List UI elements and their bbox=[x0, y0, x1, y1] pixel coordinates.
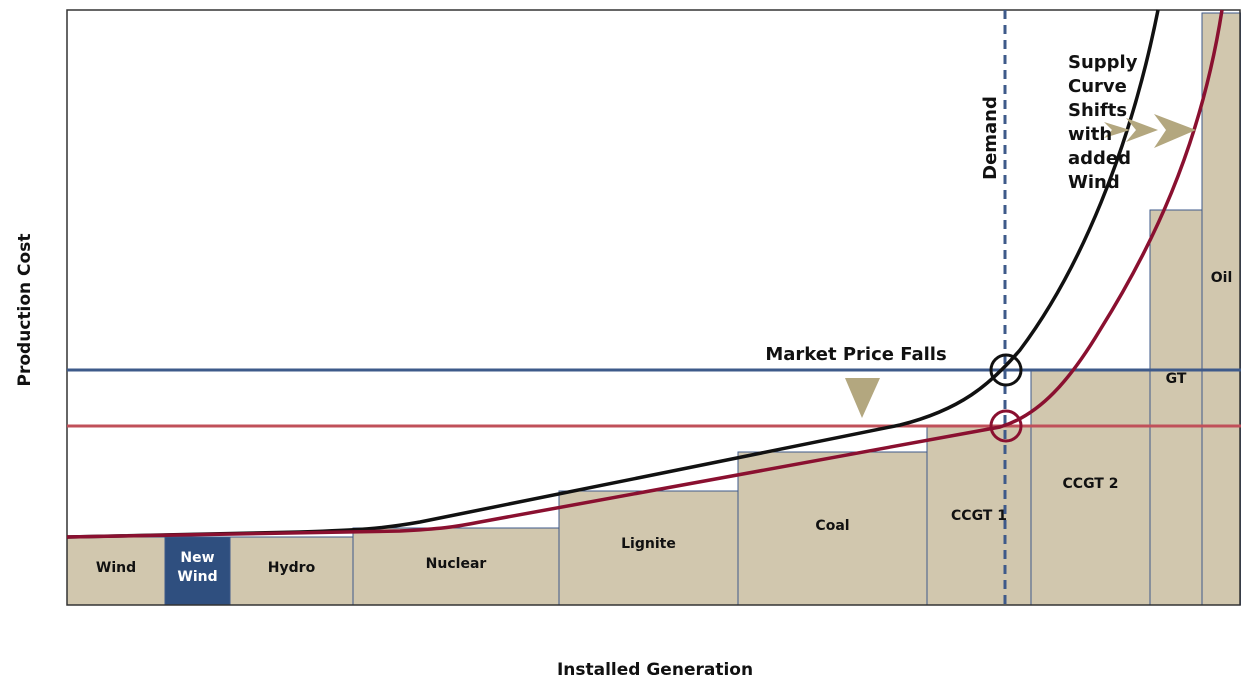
label-line: New bbox=[180, 550, 214, 566]
block-label: Wind bbox=[96, 560, 136, 576]
block bbox=[1201, 12, 1241, 606]
block-label: CCGT 1 bbox=[951, 508, 1007, 524]
block bbox=[229, 536, 354, 606]
block bbox=[1149, 209, 1203, 606]
shift-arrow bbox=[1154, 114, 1196, 148]
block-label: Hydro bbox=[268, 560, 316, 576]
shift-arrow bbox=[1126, 118, 1158, 142]
blocks: Wind New Wind Hydro Nuclear Lignite Coal CCGT 1… bbox=[66, 12, 1241, 606]
supply-curve-new bbox=[66, 9, 1224, 539]
line: Supply bbox=[1068, 52, 1138, 73]
y-axis-label: Production Cost bbox=[15, 234, 35, 387]
line: with bbox=[1068, 124, 1112, 145]
down-arrow bbox=[845, 378, 880, 418]
shift-arrow bbox=[1104, 122, 1130, 138]
new-equilibrium bbox=[989, 409, 1023, 443]
market-price-label: Market Price Falls bbox=[765, 344, 946, 365]
label-line: Wind bbox=[96, 560, 136, 576]
line: added bbox=[1068, 148, 1131, 169]
block-label: Nuclear bbox=[426, 556, 487, 572]
label-line: Nuclear bbox=[426, 556, 487, 572]
label-line: Wind bbox=[177, 569, 217, 585]
label-line: CCGT 1 bbox=[951, 508, 1007, 524]
label-line: CCGT 2 bbox=[1063, 476, 1119, 492]
supply-shift-label: Supply Curve Shifts with added Wind bbox=[1068, 52, 1144, 193]
frame bbox=[66, 9, 1241, 606]
block-label: Lignite bbox=[621, 536, 676, 552]
label-line: Lignite bbox=[621, 536, 676, 552]
block bbox=[164, 536, 231, 606]
demand-label: Demand bbox=[980, 96, 1001, 180]
label-line: GT bbox=[1166, 371, 1187, 387]
x-axis-label: Installed Generation bbox=[557, 660, 753, 680]
block-label: New Wind bbox=[177, 550, 217, 585]
block bbox=[66, 536, 166, 606]
block bbox=[352, 527, 560, 606]
supply-curve-old bbox=[66, 9, 1160, 539]
old-equilibrium bbox=[989, 353, 1023, 387]
block bbox=[926, 424, 1032, 606]
block bbox=[737, 451, 928, 606]
line: Wind bbox=[1068, 172, 1120, 193]
block-label: GT bbox=[1166, 371, 1187, 387]
block-label: Oil bbox=[1211, 270, 1233, 286]
label-line: Hydro bbox=[268, 560, 316, 576]
block-label: Coal bbox=[815, 518, 849, 534]
label-line: Coal bbox=[815, 518, 849, 534]
line: Shifts bbox=[1068, 100, 1127, 121]
label-line: Oil bbox=[1211, 270, 1233, 286]
block-label: CCGT 2 bbox=[1063, 476, 1119, 492]
line: Curve bbox=[1068, 76, 1127, 97]
